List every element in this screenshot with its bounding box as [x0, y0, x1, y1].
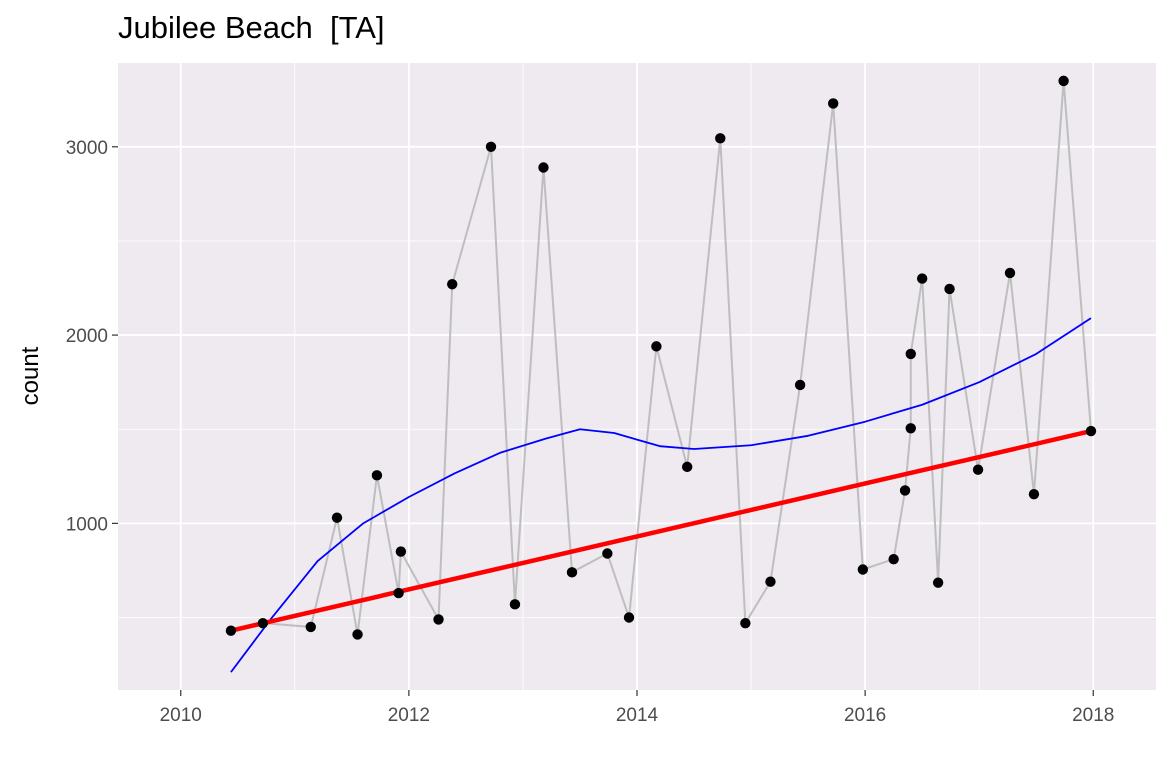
- y-axis: 1000 2000 3000: [66, 138, 118, 535]
- x-tick-label: 2010: [160, 705, 202, 726]
- data-point: [225, 625, 237, 636]
- data-point: [352, 629, 363, 640]
- data-point: [602, 548, 613, 559]
- data-point: [371, 470, 383, 481]
- data-point: [485, 141, 497, 152]
- data-point: [905, 423, 916, 434]
- data-point: [715, 133, 726, 144]
- data-point: [651, 341, 662, 352]
- series-layer: [225, 75, 1097, 673]
- data-point: [932, 577, 944, 588]
- data-point: [905, 348, 916, 360]
- y-tick-label: 3000: [66, 138, 108, 159]
- data-point: [509, 599, 521, 610]
- data-point: [681, 461, 693, 473]
- data-point: [1028, 488, 1040, 500]
- data-point: [538, 162, 549, 173]
- data-point: [1058, 75, 1069, 87]
- linear-trend-line: [230, 428, 1092, 633]
- observed-series-line: [230, 80, 1092, 635]
- chart-title: Jubilee Beach [TA]: [118, 10, 385, 45]
- x-tick-label: 2012: [388, 705, 430, 726]
- data-point: [888, 553, 899, 565]
- smooth-fit-line: [230, 317, 1092, 673]
- data-point: [1004, 267, 1016, 279]
- x-tick-label: 2018: [1072, 705, 1114, 726]
- data-point: [305, 621, 316, 633]
- data-point: [899, 485, 911, 496]
- data-point: [331, 512, 343, 523]
- data-point: [395, 546, 407, 557]
- x-tick-label: 2014: [616, 705, 659, 726]
- data-point: [944, 283, 955, 295]
- data-point: [794, 379, 806, 391]
- data-point: [972, 464, 984, 475]
- x-axis: 2010 2012 2014 2016 2018: [160, 690, 1114, 726]
- data-point: [765, 576, 776, 587]
- data-point: [566, 567, 578, 578]
- data-point: [447, 279, 458, 290]
- data-point: [916, 273, 928, 284]
- y-axis-title: count: [17, 346, 44, 405]
- y-tick-label: 2000: [66, 326, 108, 347]
- data-point: [827, 98, 839, 109]
- data-point: [433, 614, 444, 625]
- x-tick-label: 2016: [844, 705, 886, 726]
- major-gridlines: [118, 63, 1156, 690]
- data-point: [1085, 425, 1097, 437]
- data-point: [393, 587, 404, 599]
- data-point: [623, 612, 635, 623]
- y-tick-label: 1000: [66, 514, 108, 535]
- data-point: [740, 617, 751, 629]
- data-point: [257, 617, 269, 629]
- data-point: [857, 564, 869, 575]
